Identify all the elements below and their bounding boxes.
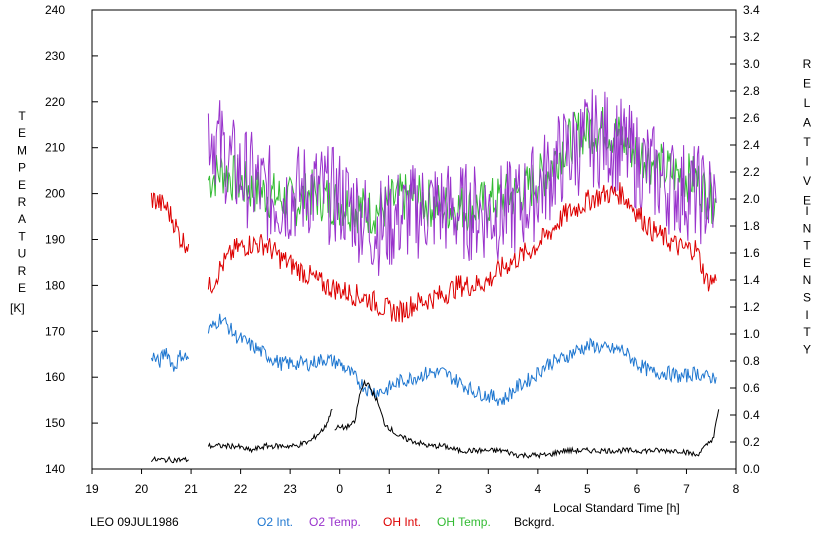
left-axis-unit: [K] [10, 301, 25, 315]
left-axis-letter: R [18, 264, 27, 278]
left-axis-letter: P [18, 161, 26, 175]
right-tick-label: 0.2 [743, 435, 760, 449]
series-line-bckgrd--0 [150, 455, 189, 464]
x-tick-label: 6 [634, 482, 641, 496]
x-axis-label: Local Standard Time [h] [553, 501, 680, 515]
plot-frame [91, 9, 737, 470]
left-axis-letter: T [18, 229, 26, 243]
left-axis-letter: E [18, 126, 26, 140]
x-tick-label: 8 [733, 482, 740, 496]
right-tick-label: 2.0 [743, 192, 760, 206]
left-tick-label: 160 [45, 370, 65, 384]
right-axis-letter: Y [803, 342, 811, 356]
right-axis-letter: I [805, 308, 808, 322]
left-tick-label: 220 [45, 95, 65, 109]
right-tick-label: 0.6 [743, 381, 760, 395]
series-line-o2-int--1 [207, 313, 717, 406]
right-axis-letter: T [803, 239, 811, 253]
legend-item: Bckgrd. [514, 515, 555, 529]
legend-item: OH Temp. [437, 515, 491, 529]
x-tick-label: 4 [535, 482, 542, 496]
x-tick-label: 22 [234, 482, 248, 496]
right-axis-letter: I [805, 155, 808, 169]
plot-frame-group [91, 9, 737, 470]
right-tick-label: 0.0 [743, 462, 760, 476]
right-axis-letter: L [804, 96, 811, 110]
series-line-bckgrd--1 [207, 408, 333, 454]
left-tick-label: 170 [45, 324, 65, 338]
right-tick-label: 2.2 [743, 165, 760, 179]
right-axis-letter: E [803, 77, 811, 91]
left-tick-label: 230 [45, 49, 65, 63]
legend: O2 Int. O2 Temp. OH Int. OH Temp. Bckgrd. [257, 515, 555, 529]
right-tick-label: 3.2 [743, 30, 760, 44]
x-tick-label: 20 [135, 482, 149, 496]
series-line-o2-temp--0 [207, 89, 717, 276]
right-axis-letter: T [803, 135, 811, 149]
left-tick-label: 190 [45, 233, 65, 247]
left-axis-letter: E [18, 178, 26, 192]
right-axis-letter: R [803, 57, 812, 71]
right-axis-letter: E [803, 256, 811, 270]
legend-item: OH Int. [383, 515, 421, 529]
right-tick-label: 1.0 [743, 327, 760, 341]
station-label: LEO 09JUL1986 [90, 515, 179, 529]
right-axis-letter: I [805, 204, 808, 218]
right-tick-label: 0.8 [743, 354, 760, 368]
left-axis-letter: T [18, 109, 26, 123]
series-line-oh-int--0 [150, 192, 190, 254]
left-tick-label: 210 [45, 141, 65, 155]
x-tick-label: 23 [283, 482, 297, 496]
left-tick-label: 200 [45, 187, 65, 201]
right-tick-label: 1.2 [743, 300, 760, 314]
x-tick-label: 7 [683, 482, 690, 496]
axis-labels: [K] Local Standard Time [h] LEO 09JUL198… [10, 57, 812, 529]
ticks-layer: 1401501601701801902002102202302400.00.20… [45, 3, 760, 496]
left-axis-letter: E [18, 281, 26, 295]
right-tick-label: 3.0 [743, 57, 760, 71]
right-tick-label: 2.4 [743, 138, 760, 152]
series-layer [150, 89, 720, 464]
x-tick-label: 0 [336, 482, 343, 496]
right-axis-letter: A [803, 116, 811, 130]
right-tick-label: 2.6 [743, 111, 760, 125]
right-axis-letter: T [803, 325, 811, 339]
right-axis-letter: N [803, 273, 812, 287]
right-tick-label: 2.8 [743, 84, 760, 98]
left-axis-letter: R [18, 195, 27, 209]
left-axis-letter: A [18, 212, 26, 226]
series-line-o2-int--0 [150, 348, 190, 372]
series-line-bckgrd--2 [334, 379, 720, 460]
left-tick-label: 240 [45, 3, 65, 17]
x-tick-label: 1 [386, 482, 393, 496]
right-tick-label: 0.4 [743, 408, 760, 422]
right-tick-label: 1.6 [743, 246, 760, 260]
right-axis-letter: S [803, 291, 811, 305]
x-tick-label: 21 [184, 482, 198, 496]
left-tick-label: 180 [45, 278, 65, 292]
right-tick-label: 1.4 [743, 273, 760, 287]
right-axis-letter: E [803, 194, 811, 208]
right-axis-letter: N [803, 221, 812, 235]
right-tick-label: 1.8 [743, 219, 760, 233]
legend-item: O2 Int. [257, 515, 293, 529]
left-tick-label: 140 [45, 462, 65, 476]
left-axis-letter: M [17, 143, 27, 157]
x-tick-label: 2 [435, 482, 442, 496]
left-tick-label: 150 [45, 416, 65, 430]
right-axis-letter: V [803, 174, 811, 188]
right-tick-label: 3.4 [743, 3, 760, 17]
x-tick-label: 5 [584, 482, 591, 496]
series-line-oh-int--1 [207, 182, 717, 323]
left-axis-letter: U [18, 247, 27, 261]
legend-item: O2 Temp. [309, 515, 361, 529]
x-tick-label: 3 [485, 482, 492, 496]
x-tick-label: 19 [85, 482, 99, 496]
